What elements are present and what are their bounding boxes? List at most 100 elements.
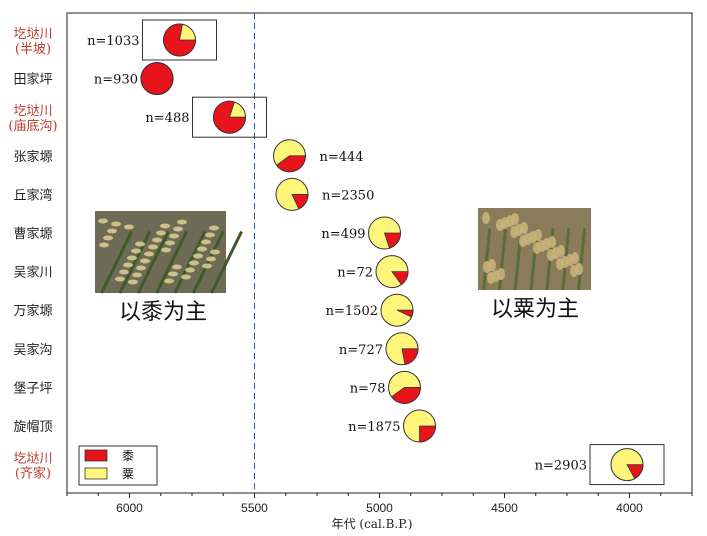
photo-leaf — [482, 228, 492, 291]
photo-grain — [136, 265, 146, 271]
pie-marker: n=2903 — [535, 444, 665, 486]
pie-marker: n=488 — [145, 96, 267, 138]
photo-grain — [511, 213, 519, 225]
photo-grain — [497, 268, 505, 280]
site-label: 吴家沟 — [13, 342, 52, 358]
photo-leaf — [191, 230, 225, 294]
x-tick-label: 5500 — [241, 501, 268, 515]
x-tick-label: 4000 — [616, 501, 643, 515]
photo-grain — [111, 221, 121, 227]
photo-grain — [210, 249, 220, 255]
site-label: 圪垯川 — [13, 103, 52, 119]
pie-slice-broomcorn — [419, 425, 436, 443]
annotation-broomcorn-dominant: 以黍为主 — [119, 300, 207, 325]
photo-grain — [124, 224, 134, 230]
photo-grain — [520, 222, 528, 234]
legend-swatch — [84, 467, 108, 480]
pie-slice-broomcorn — [396, 309, 414, 318]
x-tick-label: 6000 — [116, 501, 143, 515]
photo-grain — [148, 244, 158, 250]
photo-grain — [206, 256, 216, 262]
sample-size-label: n=499 — [321, 227, 365, 242]
photo-grain — [135, 241, 145, 247]
photo-leaf — [577, 228, 587, 291]
sample-size-label: n=2903 — [535, 459, 587, 474]
photo-grain — [548, 236, 556, 248]
pie-slice-broomcorn — [626, 464, 644, 480]
site-label: 张家塬 — [13, 149, 52, 165]
sample-size-label: n=1875 — [348, 420, 400, 435]
site-label: 圪垯川 — [13, 451, 52, 467]
broomcorn-millet-photo — [95, 211, 243, 294]
photo-grain — [131, 248, 141, 254]
photo-grain — [123, 262, 133, 268]
sample-size-label: n=78 — [350, 381, 386, 396]
pie-slice-broomcorn — [291, 194, 309, 210]
sample-size-label: n=2350 — [322, 188, 374, 203]
sample-size-label: n=72 — [337, 266, 373, 281]
photo-grain — [98, 218, 108, 224]
pie-slice-broomcorn — [213, 100, 246, 134]
pie-marker: n=1875 — [348, 409, 436, 443]
photo-grain — [557, 245, 565, 257]
site-label: 田家坪 — [13, 72, 52, 88]
photo-leaf — [118, 230, 152, 294]
photo-grain — [488, 259, 496, 271]
photo-grain — [128, 279, 138, 285]
site-label-sub: (半坡) — [15, 42, 51, 57]
photo-grain — [177, 219, 187, 225]
photo-leaf — [100, 230, 133, 294]
photo-grain — [202, 263, 212, 269]
site-label: 丘家湾 — [13, 187, 52, 203]
photo-leaf — [155, 230, 188, 294]
photo-grain — [571, 252, 579, 264]
sample-size-label: n=727 — [339, 343, 383, 358]
photo-grain — [127, 255, 137, 261]
foxtail-millet-photo — [478, 208, 591, 291]
pie-slice-broomcorn — [140, 62, 174, 96]
photo-grain — [103, 235, 113, 241]
photo-grain — [482, 212, 490, 224]
photo-grain — [164, 278, 174, 284]
x-tick-label: 5000 — [366, 501, 393, 515]
photo-grain — [144, 251, 154, 257]
pie-marker: n=72 — [337, 255, 409, 289]
pie-slice-broomcorn — [391, 271, 409, 286]
photo-grain — [197, 246, 207, 252]
photo-grain — [160, 223, 170, 229]
photo-grain — [115, 276, 125, 282]
photo-leaf — [210, 230, 243, 294]
photo-grain — [99, 242, 109, 248]
pie-marker: n=727 — [339, 332, 419, 366]
legend: 黍粟 — [78, 445, 158, 486]
photo-grain — [168, 271, 178, 277]
photo-grain — [173, 226, 183, 232]
pie-marker: n=499 — [321, 216, 401, 250]
pie-marker: n=1033 — [87, 19, 217, 61]
photo-grain — [119, 269, 129, 275]
photo-grain — [209, 225, 219, 231]
sample-size-label: n=1502 — [326, 304, 378, 319]
pie-slice-broomcorn — [383, 232, 401, 249]
highlight-box — [589, 444, 665, 486]
sample-size-label: n=1033 — [87, 34, 139, 49]
legend-label: 黍 — [122, 449, 134, 463]
photo-grain — [107, 228, 117, 234]
photo-grain — [172, 264, 182, 270]
pie-slice-broomcorn — [390, 387, 421, 404]
site-label: 吴家川 — [13, 265, 52, 281]
highlight-box — [192, 96, 267, 138]
annotation-foxtail-dominant: 以粟为主 — [491, 297, 579, 322]
sample-size-label: n=488 — [145, 111, 189, 126]
site-label: 曹家塬 — [13, 226, 52, 242]
legend-swatch — [84, 449, 108, 462]
photo-grain — [156, 230, 166, 236]
photo-leaf — [136, 230, 170, 294]
site-label-sub: (庙底沟) — [8, 118, 57, 134]
photo-grain — [575, 263, 583, 275]
pie-slice-broomcorn — [163, 23, 196, 57]
pie-slice-broomcorn — [275, 155, 306, 173]
photo-grain — [161, 247, 171, 253]
photo-grain — [132, 272, 142, 278]
